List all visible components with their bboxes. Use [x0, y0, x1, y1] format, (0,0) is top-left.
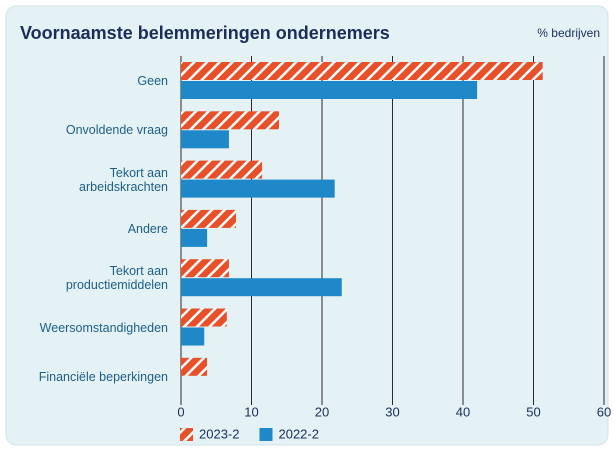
- y-tick-label: Weersomstandigheden: [39, 320, 168, 335]
- bar: [181, 179, 335, 198]
- bar: [181, 259, 229, 278]
- bar: [181, 278, 342, 297]
- bar: [181, 160, 263, 179]
- bar: [181, 62, 543, 80]
- x-tick-label: 10: [244, 404, 258, 419]
- y-tick-label: Andere: [127, 221, 168, 236]
- bar: [181, 130, 229, 149]
- x-tick-label: 20: [315, 404, 329, 419]
- bar: [181, 228, 208, 247]
- bar: [181, 209, 236, 228]
- bar: [181, 308, 227, 327]
- legend-swatch: [180, 428, 193, 441]
- chart-title: Voornaamste belemmeringen ondernemers: [20, 23, 390, 43]
- y-tick-label: Tekort aan arbeidskrachten: [79, 165, 168, 194]
- bar: [181, 81, 478, 99]
- y-tick-label: Onvoldende vraag: [65, 123, 168, 138]
- y-tick-label: Geen: [137, 74, 168, 88]
- axis-label: % bedrijven: [537, 26, 600, 40]
- y-tick-label: Tekort aan productiemiddelen: [65, 264, 168, 293]
- x-tick-label: 60: [597, 404, 611, 419]
- bar: [181, 357, 208, 376]
- bar: [181, 327, 205, 346]
- x-tick-label: 0: [177, 404, 184, 419]
- legend-swatch: [259, 428, 273, 441]
- x-tick-label: 40: [456, 404, 470, 419]
- y-tick-label: Financiële beperkingen: [38, 369, 168, 384]
- card: [5, 5, 609, 446]
- legend-label: 2023-2: [199, 426, 239, 441]
- x-tick-label: 30: [385, 404, 399, 419]
- bar: [181, 111, 279, 130]
- x-tick-label: 50: [526, 404, 540, 419]
- legend-label: 2022-2: [278, 426, 318, 441]
